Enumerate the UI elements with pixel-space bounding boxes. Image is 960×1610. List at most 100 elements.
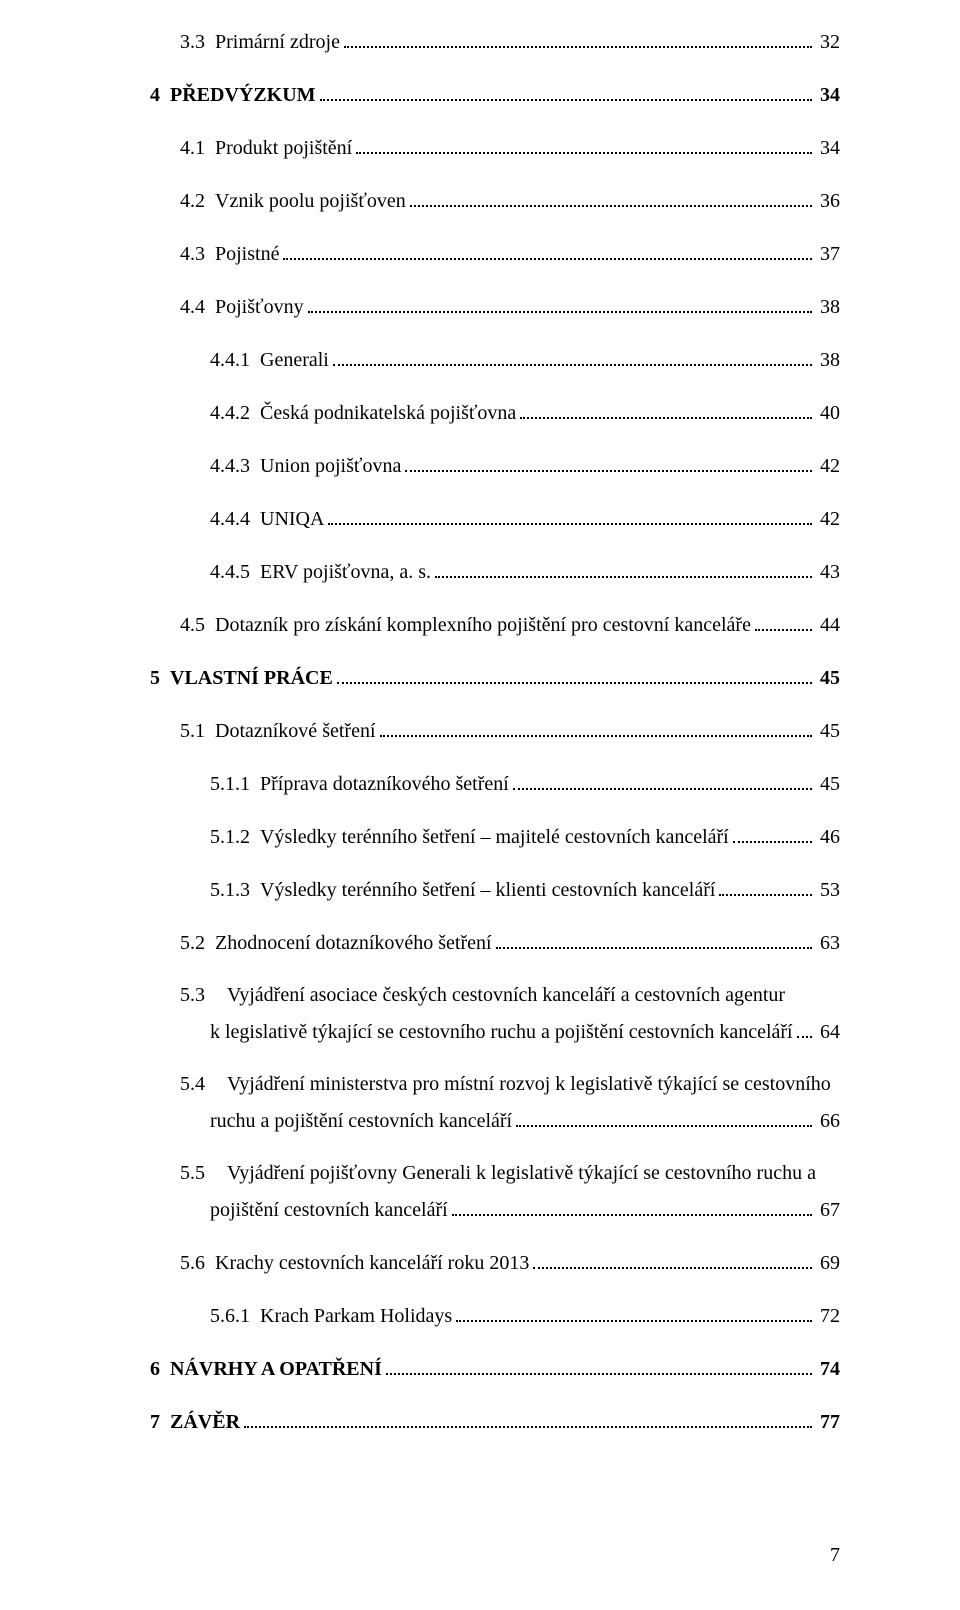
toc-entry-title: Příprava dotazníkového šetření [260, 769, 509, 799]
toc-leader-dots [328, 503, 812, 525]
toc-leader-dots [719, 874, 812, 896]
toc-entry-number: 5.1.1 [210, 769, 260, 799]
toc-leader-dots [344, 26, 812, 48]
toc-entry-page: 63 [816, 928, 840, 958]
toc-entry-number: 4.1 [180, 133, 215, 163]
toc-entry-number: 4.4.4 [210, 504, 260, 534]
toc-entry-page: 46 [816, 822, 840, 852]
toc-entry-number: 5.4 [180, 1069, 227, 1099]
toc-entry-page: 38 [816, 345, 840, 375]
toc-entry: 5.1.1Příprava dotazníkového šetření 45 [210, 768, 840, 799]
toc-entry-page: 66 [816, 1106, 840, 1136]
toc-entry: 4.4.3Union pojišťovna 42 [210, 450, 840, 481]
toc-entry-number: 5 [150, 663, 170, 693]
toc-entry-title: Vznik poolu pojišťoven [215, 186, 406, 216]
toc-leader-dots [452, 1194, 812, 1216]
toc-entry: 4.5Dotazník pro získání komplexního poji… [180, 609, 840, 640]
toc-entry: 5.4Vyjádření ministerstva pro místní roz… [180, 1069, 840, 1136]
toc-entry-page: 44 [816, 610, 840, 640]
toc-entry-title-cont: pojištění cestovních kanceláří [210, 1195, 448, 1225]
toc-entry-number: 5.2 [180, 928, 215, 958]
toc-leader-dots [533, 1247, 812, 1269]
toc-leader-dots [356, 132, 812, 154]
toc-entry-title: ERV pojišťovna, a. s. [260, 557, 431, 587]
toc-leader-dots [755, 609, 812, 631]
toc-entry: 5.6.1Krach Parkam Holidays72 [210, 1300, 840, 1331]
toc-entry-title: Krachy cestovních kanceláří roku 2013 [215, 1248, 529, 1278]
toc-entry: 7ZÁVĚR77 [150, 1406, 840, 1437]
toc-entry-number: 7 [150, 1407, 170, 1437]
toc-entry: 5.1.3Výsledky terénního šetření – klient… [210, 874, 840, 905]
toc-entry-number: 5.1.2 [210, 822, 260, 852]
toc-entry-page: 74 [816, 1354, 840, 1384]
toc-entry-page: 77 [816, 1407, 840, 1437]
toc-entry-title: Produkt pojištění [215, 133, 352, 163]
toc-entry: 4.4.5ERV pojišťovna, a. s.43 [210, 556, 840, 587]
toc-leader-dots [435, 556, 812, 578]
toc-entry-page: 53 [816, 875, 840, 905]
toc-leader-dots [386, 1353, 812, 1375]
toc-entry-title: VLASTNÍ PRÁCE [170, 663, 333, 693]
toc-entry-last-line: pojištění cestovních kanceláří67 [210, 1194, 840, 1225]
toc-leader-dots [797, 1016, 812, 1038]
toc-entry-number: 5.3 [180, 980, 227, 1010]
toc-leader-dots [520, 397, 812, 419]
toc-entry-page: 45 [816, 769, 840, 799]
toc-entry-last-line: ruchu a pojištění cestovních kanceláří 66 [210, 1105, 840, 1136]
toc-entry-number: 5.6.1 [210, 1301, 260, 1331]
toc-entry-title-cont: ruchu a pojištění cestovních kanceláří [210, 1106, 512, 1136]
toc-entry-title: Výsledky terénního šetření – klienti ces… [260, 875, 715, 905]
toc-entry-number: 5.6 [180, 1248, 215, 1278]
toc-entry: 4PŘEDVÝZKUM34 [150, 79, 840, 110]
toc-entry-title: NÁVRHY A OPATŘENÍ [170, 1354, 382, 1384]
toc-leader-dots [410, 185, 812, 207]
table-of-contents: 3.3Primární zdroje324PŘEDVÝZKUM344.1Prod… [150, 0, 840, 1437]
toc-entry-title: PŘEDVÝZKUM [170, 80, 316, 110]
toc-leader-dots [337, 662, 812, 684]
toc-entry-title: Dotazník pro získání komplexního pojiště… [215, 610, 751, 640]
toc-entry-page: 42 [816, 451, 840, 481]
toc-entry-page: 69 [816, 1248, 840, 1278]
toc-entry-page: 34 [816, 133, 840, 163]
toc-entry: 5.1Dotazníkové šetření45 [180, 715, 840, 746]
toc-entry: 5.6Krachy cestovních kanceláří roku 2013… [180, 1247, 840, 1278]
toc-leader-dots [333, 344, 812, 366]
toc-entry-number: 4.4.2 [210, 398, 260, 428]
toc-entry-page: 43 [816, 557, 840, 587]
toc-leader-dots [516, 1105, 812, 1127]
toc-entry-title: Česká podnikatelská pojišťovna [260, 398, 516, 428]
toc-entry-title: Vyjádření ministerstva pro místní rozvoj… [227, 1069, 831, 1099]
toc-entry-number: 4.4 [180, 292, 215, 322]
toc-entry-page: 38 [816, 292, 840, 322]
toc-leader-dots [496, 927, 812, 949]
toc-leader-dots [308, 291, 812, 313]
toc-leader-dots [244, 1406, 812, 1428]
toc-entry-title: Výsledky terénního šetření – majitelé ce… [260, 822, 729, 852]
toc-entry: 5.1.2Výsledky terénního šetření – majite… [210, 821, 840, 852]
toc-entry-page: 42 [816, 504, 840, 534]
toc-leader-dots [513, 768, 812, 790]
toc-entry-page: 64 [816, 1017, 840, 1047]
toc-entry-number: 4.3 [180, 239, 215, 269]
toc-entry: 5.2Zhodnocení dotazníkového šetření63 [180, 927, 840, 958]
toc-entry-number: 4.4.1 [210, 345, 260, 375]
toc-entry-number: 4.5 [180, 610, 215, 640]
toc-entry: 5.3Vyjádření asociace českých cestovních… [180, 980, 840, 1047]
toc-entry-title: Vyjádření pojišťovny Generali k legislat… [227, 1158, 816, 1188]
toc-leader-dots [283, 238, 812, 260]
toc-entry-page: 34 [816, 80, 840, 110]
toc-entry-title: Krach Parkam Holidays [260, 1301, 452, 1331]
toc-entry: 4.2Vznik poolu pojišťoven36 [180, 185, 840, 216]
page: 3.3Primární zdroje324PŘEDVÝZKUM344.1Prod… [0, 0, 960, 1610]
toc-entry-title: Pojišťovny [215, 292, 304, 322]
toc-entry-number: 3.3 [180, 27, 215, 57]
toc-entry-page: 32 [816, 27, 840, 57]
toc-entry: 4.4.1Generali38 [210, 344, 840, 375]
toc-entry: 4.4.4UNIQA42 [210, 503, 840, 534]
toc-entry-title: Union pojišťovna [260, 451, 401, 481]
toc-entry-page: 36 [816, 186, 840, 216]
toc-entry-number: 6 [150, 1354, 170, 1384]
toc-entry-number: 4.4.3 [210, 451, 260, 481]
toc-leader-dots [380, 715, 813, 737]
toc-entry: 4.4.2Česká podnikatelská pojišťovna40 [210, 397, 840, 428]
